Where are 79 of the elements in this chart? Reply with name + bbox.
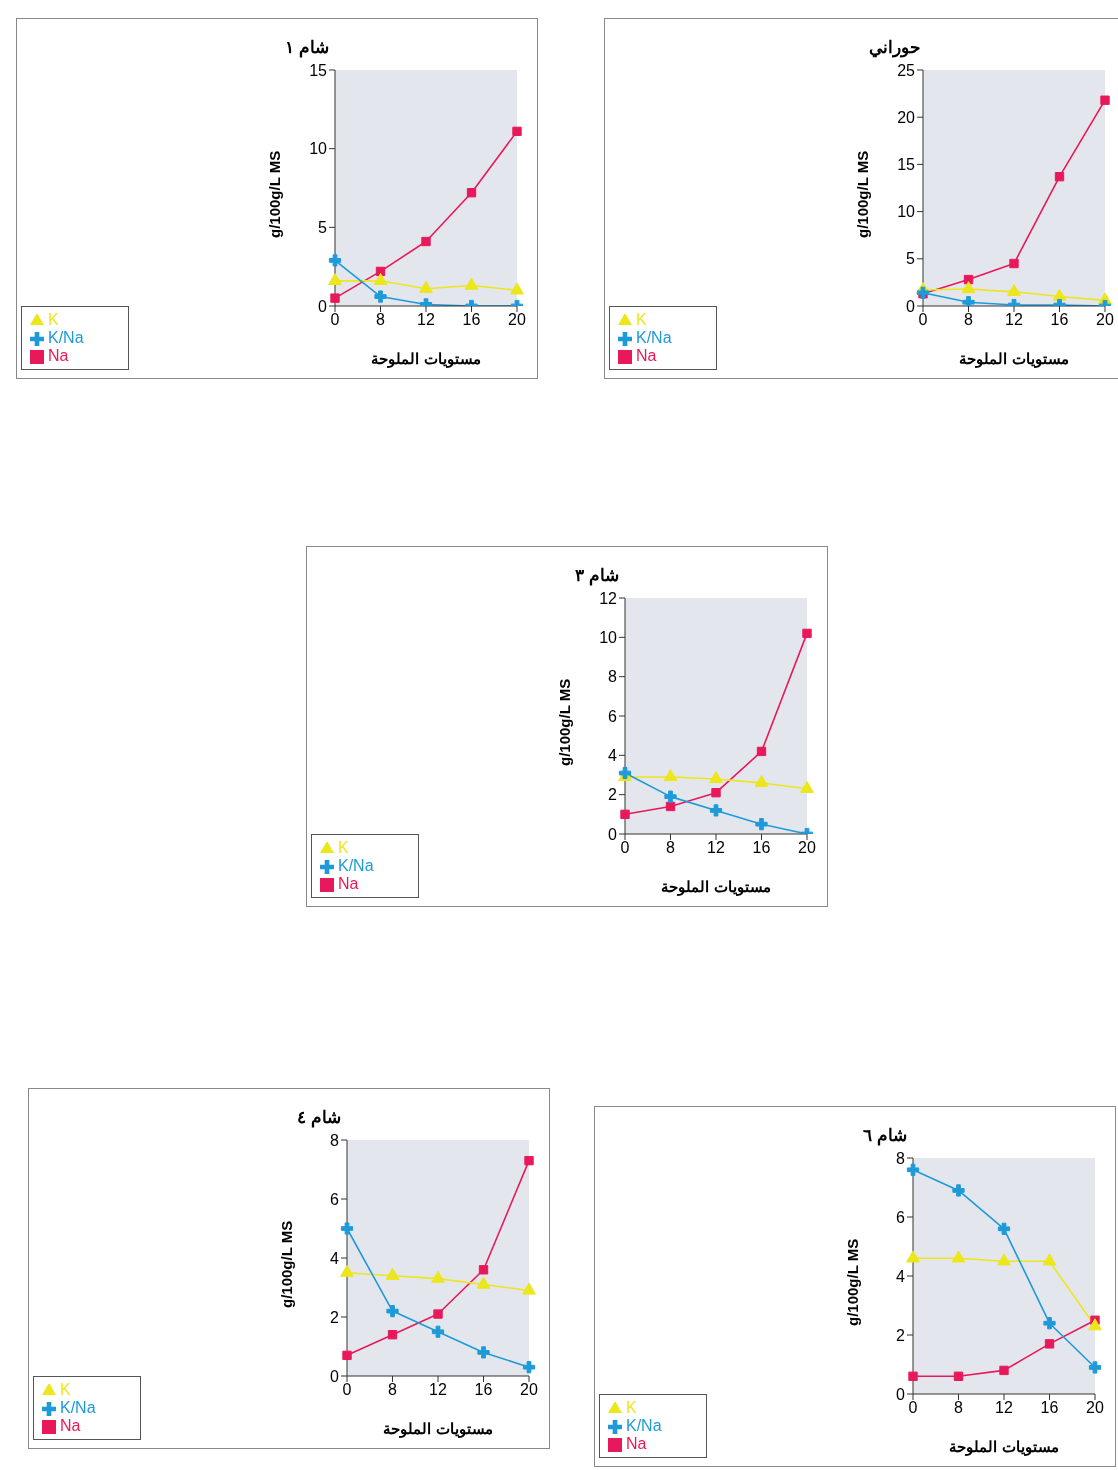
y-tick-label: 25 [897,61,916,79]
y-tick-label: 8 [330,1131,340,1149]
x-axis-title: مستويات الملوحة [371,350,481,368]
y-tick-label: 6 [896,1208,906,1226]
x-tick-label: 20 [1086,1399,1104,1417]
x-tick-label: 16 [474,1381,493,1399]
y-tick-label: 12 [599,589,618,607]
x-tick-label: 0 [342,1381,352,1399]
y-axis-title: g/100g/L MS [844,1238,862,1326]
legend-label: K [636,311,647,328]
y-axis-title: g/100g/L MS [278,1220,296,1308]
x-tick-label: 20 [520,1381,538,1399]
y-tick-label: 15 [897,156,916,174]
legend-label: K/Na [48,329,84,346]
y-axis-title: g/100g/L MS [266,150,284,238]
x-tick-label: 0 [620,839,630,857]
legend-label: K/Na [626,1417,662,1434]
y-tick-label: 8 [608,668,618,686]
x-tick-label: 8 [666,839,676,857]
chart-title: شام ٤ [296,1107,342,1128]
y-tick-label: 0 [906,297,916,315]
x-tick-label: 20 [798,839,816,857]
y-tick-label: 2 [896,1326,906,1344]
chart-title: شام ١ [284,37,330,58]
x-axis-title: مستويات الملوحة [661,878,771,896]
chart-title: شام ٦ [862,1125,908,1146]
x-axis-title: مستويات الملوحة [959,350,1069,368]
x-tick-label: 20 [508,311,526,329]
legend-label: Na [48,347,69,364]
x-tick-label: 12 [1005,311,1023,329]
x-tick-label: 16 [462,311,481,329]
y-tick-label: 6 [608,707,618,725]
x-tick-label: 0 [918,311,928,329]
x-tick-label: 8 [954,1399,964,1417]
x-tick-label: 12 [429,1381,447,1399]
x-tick-label: 16 [1040,1399,1059,1417]
y-tick-label: 0 [330,1367,340,1385]
y-tick-label: 2 [330,1308,340,1326]
x-tick-label: 12 [995,1399,1013,1417]
y-tick-label: 8 [896,1149,906,1167]
chart-title: حوراني [868,37,922,58]
y-tick-label: 0 [318,297,328,315]
legend-label: K [338,839,349,856]
legend-label: K/Na [60,1399,96,1416]
legend-label: K/Na [636,329,672,346]
x-tick-label: 8 [964,311,974,329]
legend-label: K/Na [338,857,374,874]
y-tick-label: 0 [608,825,618,843]
y-tick-label: 10 [309,140,328,158]
x-axis-title: مستويات الملوحة [949,1438,1059,1456]
x-tick-label: 16 [752,839,771,857]
y-tick-label: 2 [608,786,618,804]
legend-label: Na [636,347,657,364]
y-tick-label: 10 [897,203,916,221]
legend-label: K [626,1399,637,1416]
x-tick-label: 8 [388,1381,398,1399]
legend-label: K [60,1381,71,1398]
y-axis-title: g/100g/L MS [556,678,574,766]
legend-label: K [48,311,59,328]
y-tick-label: 5 [318,219,328,237]
y-tick-label: 4 [330,1249,340,1267]
x-axis-title: مستويات الملوحة [383,1420,493,1438]
y-tick-label: 10 [599,629,618,647]
y-tick-label: 6 [330,1190,340,1208]
legend-label: Na [338,875,359,892]
x-tick-label: 12 [417,311,435,329]
y-tick-label: 5 [906,250,916,268]
y-tick-label: 20 [897,108,916,126]
legend-label: Na [626,1435,647,1452]
chart-title: شام ٣ [574,565,620,586]
x-tick-label: 12 [707,839,725,857]
x-tick-label: 20 [1096,311,1114,329]
y-tick-label: 15 [309,61,328,79]
y-tick-label: 4 [608,747,618,765]
y-tick-label: 4 [896,1267,906,1285]
y-axis-title: g/100g/L MS [854,150,872,238]
legend-label: Na [60,1417,81,1434]
x-tick-label: 16 [1050,311,1069,329]
x-tick-label: 8 [376,311,386,329]
